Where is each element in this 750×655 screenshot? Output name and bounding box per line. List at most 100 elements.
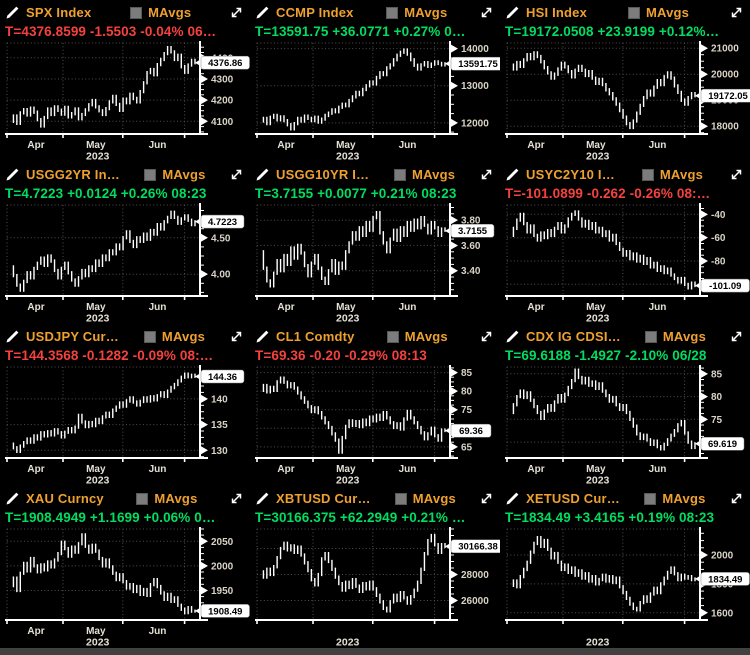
panel-title[interactable]: SPX Index	[26, 5, 92, 20]
mavgs-checkbox[interactable]	[394, 168, 407, 181]
mavgs-checkbox[interactable]	[644, 492, 657, 505]
mavgs-control[interactable]: MAvgs	[144, 167, 205, 182]
pencil-icon[interactable]	[505, 329, 520, 344]
mavgs-control[interactable]: MAvgs	[644, 491, 705, 506]
mavgs-control[interactable]: MAvgs	[386, 5, 447, 20]
price-chart-hsi-index[interactable]: 21000200001900018000AprMayJun202319172.0…	[500, 41, 750, 162]
price-chart-ccmp-index[interactable]: 14000 13000 12000 Apr May Jun 2023 13591.75	[250, 41, 500, 162]
mavgs-checkbox[interactable]	[144, 168, 157, 181]
expand-icon[interactable]	[230, 492, 243, 505]
panel-title[interactable]: USGG2YR In…	[26, 167, 120, 182]
chart-panel-spx-index: SPX Index MAvgs T=4376.8599 -1.5503 -0.04%…	[0, 0, 250, 162]
svg-text:14000: 14000	[461, 44, 489, 55]
panel-title[interactable]: USGG10YR I…	[276, 167, 370, 182]
panel-title[interactable]: CDX IG CDSI…	[526, 329, 621, 344]
title-group: CCMP Index	[255, 5, 354, 20]
expand-icon[interactable]	[730, 168, 743, 181]
panel-header: XETUSD Cur… MAvgs	[500, 487, 750, 509]
price-chart-usgg10yr-i[interactable]: 3.80 3.60 3.40 Apr May Jun 2023 3.7155	[250, 203, 500, 324]
panel-title[interactable]: XAU Curncy	[26, 491, 104, 506]
pencil-icon[interactable]	[255, 491, 270, 506]
expand-icon[interactable]	[480, 6, 493, 19]
expand-icon[interactable]	[730, 330, 743, 343]
last-price-pill: 1834.49	[695, 572, 750, 586]
price-chart-xau-curncy[interactable]: 2050 2000 1950 Apr May Jun 2023 1908.49	[0, 527, 250, 648]
mavgs-checkbox[interactable]	[627, 6, 640, 19]
pencil-icon[interactable]	[505, 167, 520, 182]
expand-icon[interactable]	[230, 6, 243, 19]
svg-text:Apr: Apr	[527, 140, 544, 151]
price-chart-usgg2yr-in[interactable]: 4.50 4.00 Apr May Jun 2023 4.7223	[0, 203, 250, 324]
price-chart-cdx-ig-cdsi[interactable]: 85807570AprMayJun202369.619	[500, 365, 750, 486]
pencil-icon[interactable]	[5, 5, 20, 20]
svg-text:13000: 13000	[461, 81, 489, 92]
mavgs-control[interactable]: MAvgs	[644, 329, 706, 344]
panel-title[interactable]: HSI Index	[526, 5, 588, 20]
mavgs-control[interactable]: MAvgs	[627, 5, 689, 20]
pencil-icon[interactable]	[5, 329, 20, 344]
mavgs-control[interactable]: MAvgs	[386, 329, 448, 344]
panel-title[interactable]: USYC2Y10 I…	[526, 167, 615, 182]
mavgs-checkbox[interactable]	[641, 168, 654, 181]
svg-text:Apr: Apr	[277, 302, 294, 313]
svg-text:-40: -40	[711, 210, 726, 221]
panel-header: CCMP Index MAvgs	[250, 1, 500, 23]
mavgs-checkbox[interactable]	[386, 330, 399, 343]
svg-text:May: May	[86, 140, 106, 151]
chart-panel-xau-curncy: XAU Curncy MAvgs T=1908.4949 +1.1699 +0.06…	[0, 486, 250, 648]
expand-icon[interactable]	[480, 168, 493, 181]
mavgs-control[interactable]: MAvgs	[394, 167, 455, 182]
mavgs-control[interactable]: MAvgs	[143, 329, 206, 344]
expand-icon[interactable]	[480, 492, 493, 505]
mavgs-checkbox[interactable]	[644, 330, 657, 343]
svg-text:May: May	[336, 464, 356, 475]
mavgs-control[interactable]: MAvgs	[394, 491, 456, 506]
panel-title[interactable]: XETUSD Cur…	[526, 491, 620, 506]
svg-text:65: 65	[461, 442, 473, 453]
quote-line: T=1834.49 +3.4165 +0.19% 08:23	[505, 510, 715, 525]
pencil-icon[interactable]	[255, 5, 270, 20]
mavgs-control[interactable]: MAvgs	[641, 167, 703, 182]
pencil-icon[interactable]	[255, 329, 270, 344]
expand-icon[interactable]	[480, 330, 493, 343]
svg-text:80: 80	[461, 387, 473, 398]
expand-icon[interactable]	[730, 492, 743, 505]
svg-text:Jun: Jun	[149, 302, 167, 313]
mavgs-checkbox[interactable]	[130, 6, 143, 19]
mavgs-label: MAvgs	[161, 329, 206, 344]
chart-panel-cl1-comdty: CL1 Comdty MAvgs T=69.36 -0.20 -0.29% 08:1…	[250, 324, 500, 486]
pencil-icon[interactable]	[5, 167, 20, 182]
pencil-icon[interactable]	[255, 167, 270, 182]
price-chart-spx-index[interactable]: 4400430042004100AprMayJun20234376.86	[0, 41, 250, 162]
pencil-icon[interactable]	[505, 5, 520, 20]
quote-line: T=3.7155 +0.0077 +0.21% 08:23	[255, 186, 457, 201]
mavgs-checkbox[interactable]	[136, 492, 149, 505]
pencil-icon[interactable]	[5, 491, 20, 506]
price-chart-cl1-comdty[interactable]: 8580757065AprMayJun202369.36	[250, 365, 500, 486]
svg-text:130: 130	[211, 446, 228, 457]
expand-icon[interactable]	[730, 6, 743, 19]
panel-title[interactable]: USDJPY Cur…	[26, 329, 119, 344]
svg-text:May: May	[86, 626, 106, 637]
panel-header: XBTUSD Cur… MAvgs	[250, 487, 500, 509]
svg-text:May: May	[586, 140, 606, 151]
expand-icon[interactable]	[230, 330, 243, 343]
pencil-icon[interactable]	[505, 491, 520, 506]
panel-title[interactable]: CL1 Comdty	[276, 329, 355, 344]
price-chart-xetusd-cur[interactable]: 20001800160020231834.49	[500, 527, 750, 648]
panel-title[interactable]: XBTUSD Cur…	[276, 491, 371, 506]
mavgs-checkbox[interactable]	[394, 492, 407, 505]
last-price-pill: 1908.49	[195, 604, 250, 618]
price-chart-usdjpy-cur[interactable]: 140 135 130 Apr May Jun 2023 144.36	[0, 365, 250, 486]
mavgs-control[interactable]: MAvgs	[136, 491, 197, 506]
mavgs-checkbox[interactable]	[143, 330, 156, 343]
chart-panel-usgg2yr-in: USGG2YR In… MAvgs T=4.7223 +0.0124 +0.26% …	[0, 162, 250, 324]
panel-title[interactable]: CCMP Index	[276, 5, 354, 20]
svg-text:30166.38: 30166.38	[458, 542, 498, 553]
mavgs-checkbox[interactable]	[386, 6, 399, 19]
expand-icon[interactable]	[230, 168, 243, 181]
svg-text:2000: 2000	[711, 551, 734, 562]
mavgs-control[interactable]: MAvgs	[130, 5, 191, 20]
price-chart-xbtusd-cur[interactable]: 300002800026000202330166.38	[250, 527, 500, 648]
